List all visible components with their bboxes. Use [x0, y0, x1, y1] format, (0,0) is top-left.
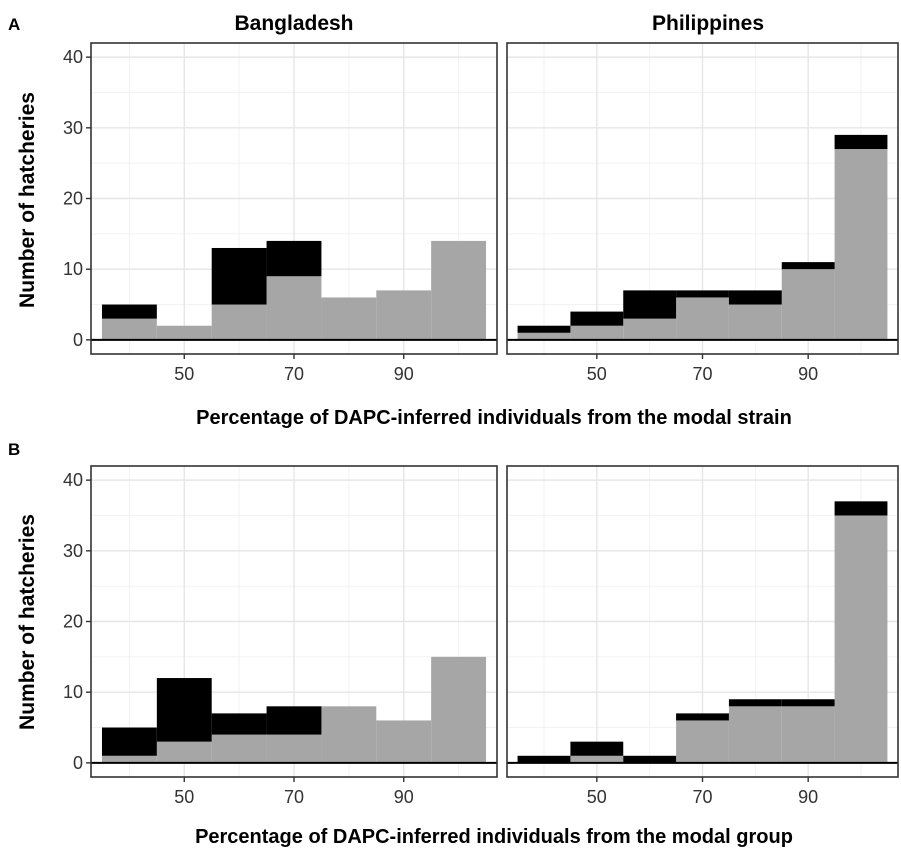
- x-tick-label: 70: [284, 787, 304, 807]
- bar-philippines-100-black: [834, 134, 888, 150]
- facet-title-philippines: Philippines: [652, 12, 764, 35]
- facet-philippines-1: 50 70 90: [506, 465, 899, 807]
- bar-bangladesh-80-grey: [321, 706, 377, 763]
- bar-bangladesh-60-grey: [211, 734, 267, 763]
- bar-philippines-90-black: [781, 262, 835, 270]
- y-tick-label: 30: [63, 541, 83, 561]
- bar-bangladesh-60-grey: [211, 304, 267, 340]
- y-tick-label: 0: [73, 330, 83, 350]
- x-tick-label: 70: [692, 787, 712, 807]
- y-tick-label: 20: [63, 612, 83, 632]
- x-axis-label-a: Percentage of DAPC-inferred individuals …: [196, 407, 792, 429]
- x-tick-label: 70: [692, 364, 712, 384]
- bar-bangladesh-40-black: [101, 727, 157, 756]
- bar-philippines-90-black: [781, 699, 835, 707]
- y-tick-label: 20: [63, 189, 83, 209]
- bar-bangladesh-70-grey: [266, 734, 322, 763]
- bar-philippines-80-black: [728, 699, 782, 707]
- facet-bangladesh-0: 50 70 90 0 10 20 30 40: [63, 42, 498, 384]
- bar-bangladesh-90-grey: [376, 720, 432, 763]
- y-tick-label: 40: [63, 47, 83, 67]
- bar-bangladesh-50-black: [156, 678, 212, 742]
- bar-bangladesh-50-grey: [156, 741, 212, 763]
- bar-bangladesh-60-black: [211, 247, 267, 305]
- bar-philippines-50-grey: [570, 325, 624, 340]
- bar-bangladesh-80-grey: [321, 297, 377, 340]
- bar-philippines-90-grey: [781, 269, 835, 340]
- bar-philippines-60-black: [623, 290, 677, 319]
- y-tick-label: 0: [73, 753, 83, 773]
- bar-philippines-90-grey: [781, 706, 835, 763]
- y-tick-label: 40: [63, 470, 83, 490]
- bar-philippines-70-grey: [676, 720, 729, 763]
- facet-bangladesh-1: 50 70 90 0 10 20 30 40: [63, 465, 498, 807]
- bar-philippines-70-black: [676, 713, 729, 721]
- bar-philippines-60-grey: [623, 318, 677, 340]
- bar-philippines-100-black: [834, 501, 888, 516]
- panel-label-a: A: [8, 15, 20, 34]
- facet-philippines-0: 50 70 90: [506, 42, 899, 384]
- bar-philippines-80-grey: [728, 304, 782, 340]
- bar-philippines-100-grey: [834, 515, 888, 763]
- y-tick-label: 10: [63, 259, 83, 279]
- bar-bangladesh-40-grey: [101, 755, 157, 763]
- bar-bangladesh-100-grey: [431, 656, 487, 763]
- bar-philippines-80-black: [728, 290, 782, 305]
- bar-bangladesh-100-grey: [431, 240, 487, 340]
- x-tick-label: 70: [284, 364, 304, 384]
- bar-philippines-60-black: [623, 755, 677, 763]
- bar-bangladesh-90-grey: [376, 290, 432, 340]
- bar-bangladesh-70-black: [266, 706, 322, 735]
- plot-area: 50 70 90 0 10 20 30 40 50 70 90 50 70 90 0 10 20 30 40 50 70…: [63, 42, 899, 807]
- bar-philippines-80-grey: [728, 706, 782, 763]
- bar-philippines-50-black: [570, 741, 624, 756]
- y-tick-label: 10: [63, 682, 83, 702]
- bar-bangladesh-70-grey: [266, 276, 322, 340]
- bar-bangladesh-40-grey: [101, 318, 157, 340]
- x-tick-label: 50: [587, 364, 607, 384]
- bar-philippines-70-black: [676, 290, 729, 298]
- x-tick-label: 50: [174, 364, 194, 384]
- bar-philippines-40-black: [517, 325, 571, 333]
- x-tick-label: 90: [394, 787, 414, 807]
- bar-bangladesh-40-black: [101, 304, 157, 319]
- bar-bangladesh-70-black: [266, 240, 322, 277]
- facet-title-bangladesh: Bangladesh: [234, 12, 353, 35]
- x-tick-label: 90: [798, 787, 818, 807]
- y-axis-label-b: Number of hatcheries: [16, 514, 39, 730]
- bar-bangladesh-50-grey: [156, 325, 212, 340]
- bar-philippines-100-grey: [834, 149, 888, 340]
- bar-bangladesh-60-black: [211, 713, 267, 735]
- x-tick-label: 50: [174, 787, 194, 807]
- y-tick-label: 30: [63, 118, 83, 138]
- bar-philippines-50-black: [570, 311, 624, 326]
- bar-philippines-40-black: [517, 755, 571, 763]
- y-axis-label-a: Number of hatcheries: [16, 92, 39, 308]
- bar-philippines-70-grey: [676, 297, 729, 340]
- x-tick-label: 90: [798, 364, 818, 384]
- panel-label-b: B: [8, 440, 20, 459]
- bar-philippines-50-grey: [570, 755, 624, 763]
- x-tick-label: 50: [587, 787, 607, 807]
- x-axis-label-b: Percentage of DAPC-inferred individuals …: [195, 826, 793, 848]
- bar-philippines-40-grey: [517, 332, 571, 340]
- x-tick-label: 90: [394, 364, 414, 384]
